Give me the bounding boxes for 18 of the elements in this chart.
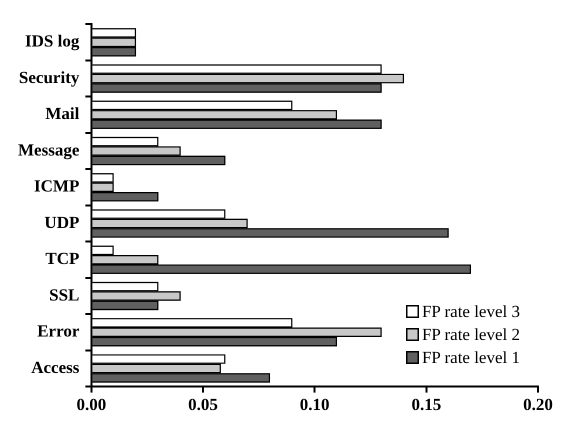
x-tick-label: 0.20: [523, 395, 553, 414]
y-tick-label: UDP: [44, 212, 80, 232]
x-tick-label: 0.15: [411, 395, 442, 414]
y-tick-label: Error: [37, 322, 80, 341]
y-tick-label: Access: [31, 358, 80, 377]
legend-label: FP rate level 1: [422, 347, 520, 369]
y-tick-label: Message: [18, 140, 80, 160]
y-tick-label: Security: [18, 68, 80, 87]
legend-label: FP rate level 3: [422, 301, 520, 323]
y-tick-label: ICMP: [34, 176, 80, 196]
legend-label: FP rate level 2: [422, 324, 520, 346]
x-tick-label: 0.00: [76, 395, 106, 414]
y-tick-label: TCP: [45, 249, 80, 268]
y-tick-label: SSL: [49, 285, 80, 304]
y-tick-label: IDS log: [25, 32, 80, 51]
y-tick-label: Mail: [45, 104, 80, 124]
x-tick-label: 0.05: [188, 395, 218, 414]
x-tick-label: 0.10: [300, 395, 330, 414]
